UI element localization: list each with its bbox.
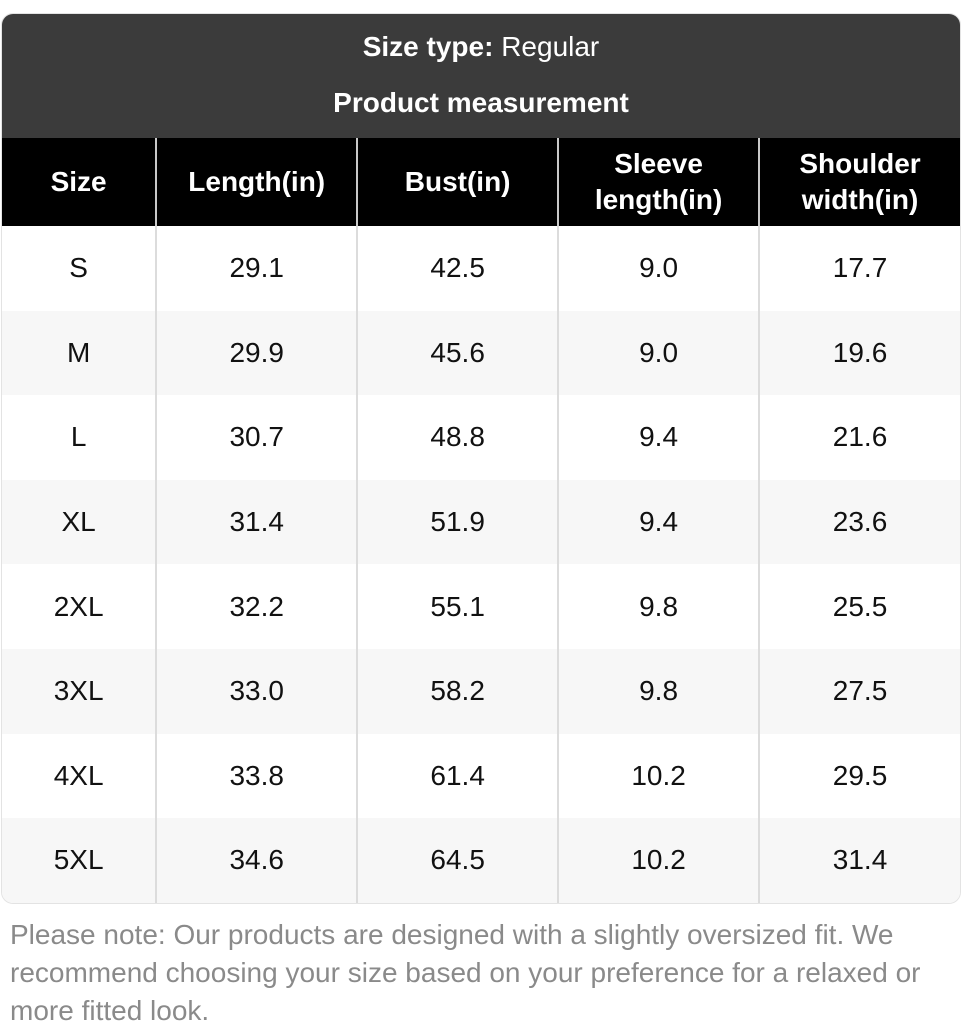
table-row: 5XL 34.6 64.5 10.2 31.4 bbox=[2, 818, 960, 903]
size-type-value: Regular bbox=[501, 31, 600, 62]
value-cell: 48.8 bbox=[356, 395, 559, 480]
value-cell: 21.6 bbox=[758, 395, 960, 480]
value-cell: 29.1 bbox=[155, 226, 358, 311]
value-cell: 61.4 bbox=[356, 733, 559, 819]
value-cell: 31.4 bbox=[758, 818, 960, 903]
value-cell: 17.7 bbox=[758, 226, 960, 311]
value-cell: 9.8 bbox=[557, 564, 760, 649]
value-cell: 29.5 bbox=[758, 733, 960, 819]
size-cell: 4XL bbox=[2, 733, 157, 819]
product-measurement-title: Product measurement bbox=[333, 87, 629, 118]
value-cell: 9.8 bbox=[557, 648, 760, 734]
size-cell: M bbox=[2, 310, 157, 396]
value-cell: 58.2 bbox=[356, 648, 559, 734]
value-cell: 23.6 bbox=[758, 479, 960, 565]
value-cell: 51.9 bbox=[356, 479, 559, 565]
measurement-table-body: S 29.1 42.5 9.0 17.7 M 29.9 45.6 9.0 19.6 L 30.7 48.… bbox=[2, 226, 960, 903]
column-header-shoulder-width-in: Shoulder width(in) bbox=[758, 138, 960, 226]
column-header-bust-in: Bust(in) bbox=[356, 138, 559, 226]
value-cell: 9.4 bbox=[557, 479, 760, 565]
size-cell: XL bbox=[2, 479, 157, 565]
size-note-text: Please note: Our products are designed w… bbox=[10, 918, 921, 1026]
value-cell: 31.4 bbox=[155, 479, 358, 565]
table-row: L 30.7 48.8 9.4 21.6 bbox=[2, 395, 960, 480]
column-header-length-in: Length(in) bbox=[155, 138, 358, 226]
size-type-line: Size type: Regular bbox=[2, 30, 960, 64]
value-cell: 30.7 bbox=[155, 395, 358, 480]
value-cell: 27.5 bbox=[758, 648, 960, 734]
size-chart-card: Size type: Regular Product measurement S… bbox=[1, 13, 961, 904]
value-cell: 32.2 bbox=[155, 564, 358, 649]
value-cell: 29.9 bbox=[155, 310, 358, 396]
measurement-table: Size Length(in) Bust(in) Sleeve length(in) S… bbox=[2, 138, 960, 903]
table-row: S 29.1 42.5 9.0 17.7 bbox=[2, 226, 960, 311]
value-cell: 9.4 bbox=[557, 395, 760, 480]
size-cell: S bbox=[2, 226, 157, 311]
value-cell: 33.0 bbox=[155, 648, 358, 734]
value-cell: 45.6 bbox=[356, 310, 559, 396]
value-cell: 10.2 bbox=[557, 733, 760, 819]
size-chart-header: Size type: Regular Product measurement bbox=[2, 14, 960, 138]
size-cell: L bbox=[2, 395, 157, 480]
table-row: 3XL 33.0 58.2 9.8 27.5 bbox=[2, 648, 960, 734]
size-type-label: Size type: bbox=[362, 31, 494, 62]
value-cell: 33.8 bbox=[155, 733, 358, 819]
column-header-size: Size bbox=[2, 138, 157, 226]
size-cell: 2XL bbox=[2, 564, 157, 649]
value-cell: 10.2 bbox=[557, 818, 760, 903]
value-cell: 9.0 bbox=[557, 310, 760, 396]
table-row: 2XL 32.2 55.1 9.8 25.5 bbox=[2, 564, 960, 649]
size-cell: 3XL bbox=[2, 648, 157, 734]
value-cell: 55.1 bbox=[356, 564, 559, 649]
value-cell: 19.6 bbox=[758, 310, 960, 396]
value-cell: 25.5 bbox=[758, 564, 960, 649]
size-cell: 5XL bbox=[2, 818, 157, 903]
table-row: XL 31.4 51.9 9.4 23.6 bbox=[2, 479, 960, 565]
value-cell: 64.5 bbox=[356, 818, 559, 903]
table-row: 4XL 33.8 61.4 10.2 29.5 bbox=[2, 733, 960, 819]
table-row: M 29.9 45.6 9.0 19.6 bbox=[2, 310, 960, 396]
value-cell: 34.6 bbox=[155, 818, 358, 903]
value-cell: 42.5 bbox=[356, 226, 559, 311]
value-cell: 9.0 bbox=[557, 226, 760, 311]
measurement-table-head-row: Size Length(in) Bust(in) Sleeve length(in) S… bbox=[2, 138, 960, 226]
column-header-sleeve-length-in: Sleeve length(in) bbox=[557, 138, 760, 226]
